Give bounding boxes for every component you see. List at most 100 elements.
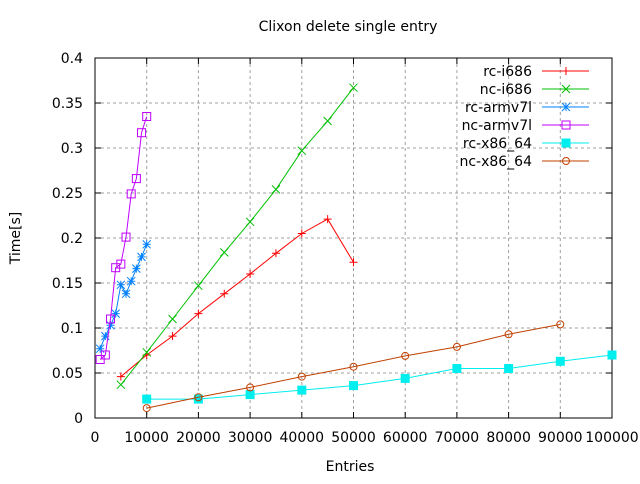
legend-label: nc-x86_64	[459, 154, 532, 170]
data-point	[126, 189, 136, 199]
y-tick-label: 0.15	[52, 276, 83, 292]
data-point	[246, 383, 255, 392]
data-point	[95, 344, 105, 354]
x-tick-label: 40000	[280, 430, 325, 446]
grid	[95, 58, 612, 418]
data-point	[323, 116, 333, 126]
series-line	[99, 116, 148, 360]
legend-marker	[562, 157, 570, 165]
legend-marker	[562, 67, 570, 75]
series-nc-x86_64	[142, 320, 565, 413]
y-tick-label: 0.1	[61, 321, 83, 337]
data-point	[142, 239, 152, 249]
series-nc-armv7l	[95, 112, 152, 364]
data-point	[137, 252, 146, 262]
data-point	[111, 309, 121, 318]
data-point	[297, 229, 306, 238]
ticks: 0 10000 20000 30000 40000 50000 60000 70000 8000…	[52, 51, 639, 446]
data-point	[219, 248, 229, 257]
data-point	[556, 320, 565, 329]
data-point	[245, 390, 255, 400]
data-point	[116, 380, 126, 390]
x-tick-label: 10000	[124, 430, 169, 446]
legend-marker	[561, 84, 571, 94]
y-tick-label: 0	[74, 411, 83, 427]
data-point	[271, 249, 280, 258]
data-point	[194, 393, 203, 402]
data-point	[220, 289, 229, 298]
data-point	[323, 215, 332, 224]
x-tick-label: 20000	[176, 430, 221, 446]
data-point	[452, 364, 462, 373]
data-point	[555, 356, 565, 366]
data-point	[194, 281, 203, 291]
data-point	[400, 373, 410, 383]
series-line	[120, 218, 354, 377]
y-tick-label: 0.2	[61, 231, 83, 247]
data-point	[116, 280, 126, 290]
data-point	[137, 128, 147, 138]
y-tick-label: 0.35	[52, 96, 83, 112]
data-point	[245, 217, 255, 227]
series-line	[120, 87, 354, 386]
data-point	[504, 330, 513, 339]
series-group	[95, 83, 617, 413]
legend-label: rc-x86_64	[463, 136, 532, 152]
series-line	[146, 354, 613, 400]
data-point	[297, 385, 307, 395]
data-point	[193, 394, 203, 404]
y-tick-label: 0.3	[61, 141, 83, 157]
legend-marker	[561, 138, 571, 148]
x-tick-label: 0	[91, 430, 100, 446]
series-line	[99, 244, 148, 349]
data-point	[401, 351, 410, 360]
data-point	[100, 350, 110, 360]
data-point	[349, 258, 358, 267]
x-axis-label: Entries	[326, 459, 375, 475]
data-point	[132, 264, 141, 273]
plot-border	[94, 57, 613, 419]
legend: rc-i686 nc-i686 rc-armv7l nc-armv7l rc-x86_6…	[459, 64, 589, 170]
data-point	[121, 289, 131, 299]
legend-label: rc-armv7l	[465, 100, 532, 116]
x-tick-label: 80000	[486, 430, 531, 446]
data-point	[116, 372, 125, 381]
legend-marker	[561, 102, 571, 112]
data-point	[126, 276, 136, 286]
x-tick-label: 50000	[331, 430, 376, 446]
legend-marker	[561, 120, 571, 130]
series-rc-i686	[116, 215, 358, 381]
data-point	[142, 404, 151, 413]
legend-label: rc-i686	[483, 64, 532, 80]
x-tick-label: 60000	[383, 430, 428, 446]
x-tick-label: 100000	[585, 430, 638, 446]
data-point	[168, 332, 177, 341]
x-tick-label: 30000	[228, 430, 273, 446]
data-point	[121, 232, 131, 242]
data-point	[116, 259, 126, 269]
data-point	[131, 174, 141, 184]
data-point	[142, 394, 152, 404]
series-line	[146, 323, 561, 409]
data-point	[607, 350, 617, 360]
data-point	[142, 347, 152, 357]
legend-label: nc-i686	[480, 82, 532, 98]
series-nc-i686	[116, 83, 358, 390]
series-rc-x86_64	[142, 350, 617, 404]
legend-label: nc-armv7l	[462, 118, 532, 134]
y-tick-label: 0.25	[52, 186, 83, 202]
data-point	[271, 185, 281, 194]
data-point	[168, 314, 177, 324]
data-point	[349, 83, 358, 93]
data-point	[349, 362, 358, 371]
chart-title: Clixon delete single entry	[259, 19, 438, 35]
x-tick-label: 70000	[435, 430, 480, 446]
data-point	[297, 146, 307, 156]
x-tick-label: 90000	[538, 430, 583, 446]
data-point	[106, 320, 115, 330]
data-point	[349, 381, 358, 391]
data-point	[246, 270, 255, 278]
data-point	[452, 342, 461, 351]
y-tick-label: 0.05	[52, 366, 83, 382]
